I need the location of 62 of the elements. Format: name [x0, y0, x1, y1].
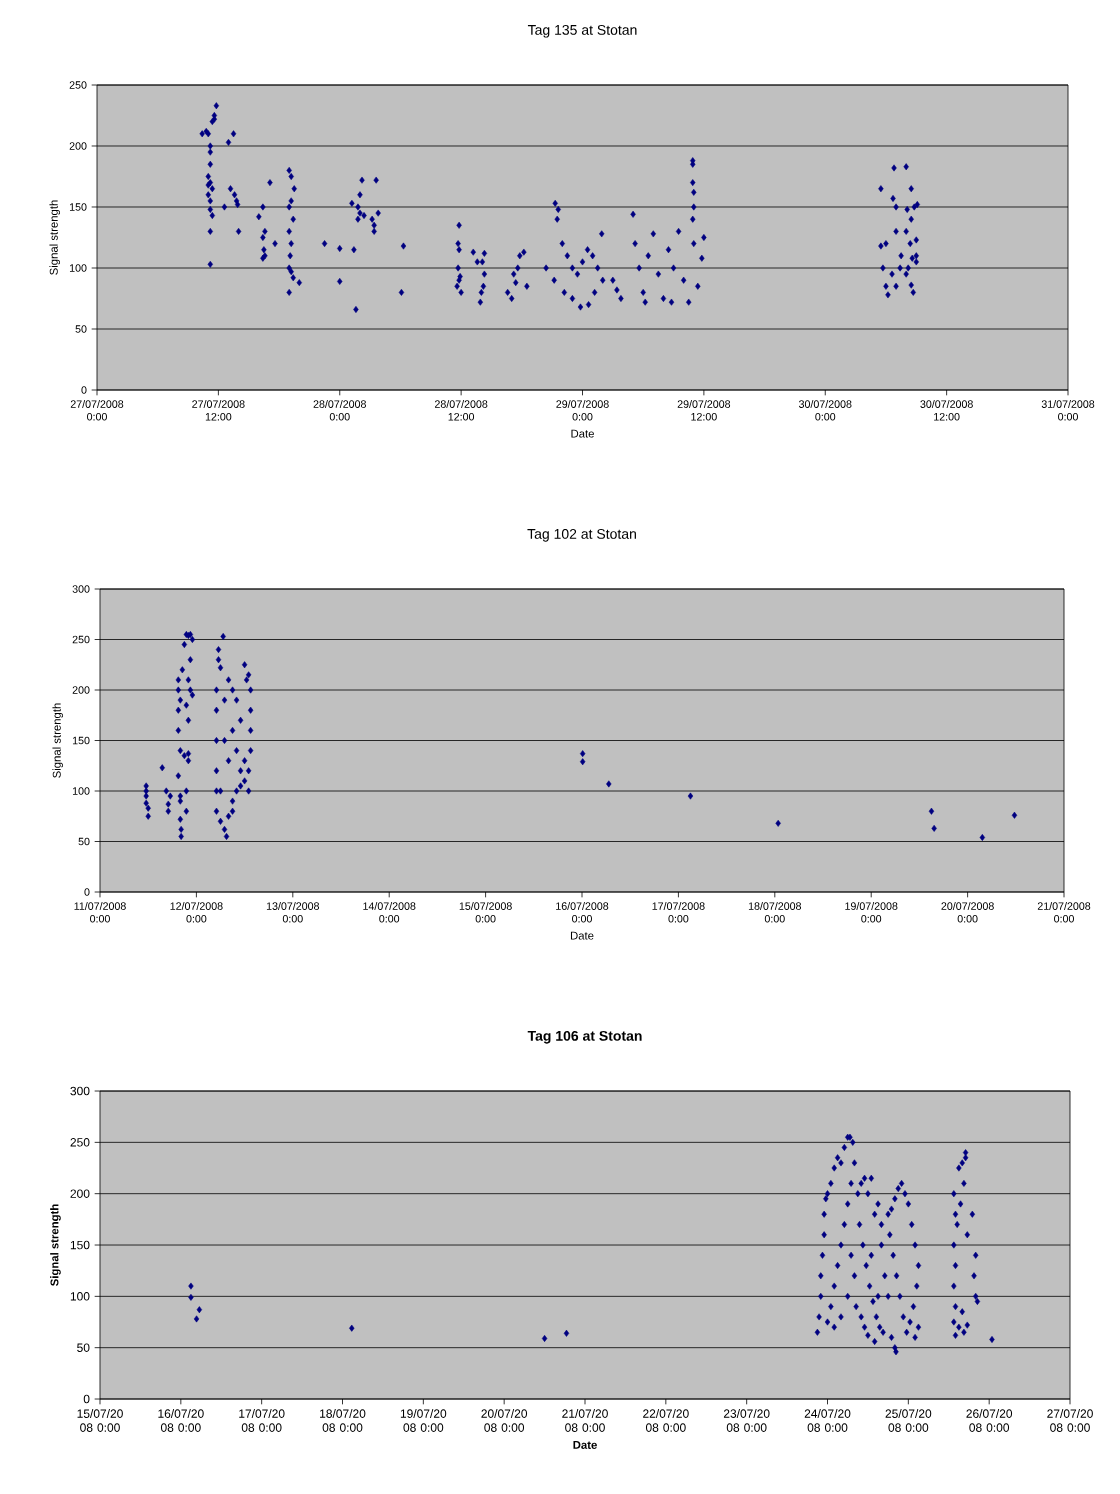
y-tick-label: 0	[84, 888, 90, 896]
y-tick-label: 200	[69, 142, 87, 150]
y-tick-label: 250	[69, 81, 87, 89]
x-tick-label: 15/07/2008 0:00	[459, 902, 512, 923]
x-tick-label: 15/07/20 08 0:00	[77, 1409, 123, 1432]
x-tick-label: 24/07/20 08 0:00	[804, 1409, 851, 1432]
chart-title: Tag 106 at Stotan	[527, 1030, 642, 1044]
x-axis-title: Date	[571, 429, 594, 438]
x-tick-label: 31/07/2008 0:00	[1041, 400, 1095, 421]
x-tick-label: 30/07/2008 12:00	[920, 400, 973, 421]
x-tick-label: 11/07/2008 0:00	[74, 902, 126, 923]
x-tick-label: 29/07/2008 12:00	[677, 400, 731, 421]
y-tick-label: 100	[69, 264, 87, 272]
x-tick-label: 21/07/20 08 0:00	[562, 1409, 608, 1432]
x-tick-label: 29/07/2008 0:00	[556, 400, 609, 421]
x-tick-label: 18/07/20 08 0:00	[320, 1409, 366, 1432]
chart-title: Tag 102 at Stotan	[527, 528, 636, 542]
x-tick-label: 17/07/2008 0:00	[652, 902, 705, 923]
x-tick-label: 20/07/20 08 0:00	[481, 1409, 528, 1432]
x-tick-label: 28/07/2008 0:00	[313, 400, 366, 421]
x-tick-label: 20/07/2008 0:00	[941, 902, 994, 923]
x-tick-label: 16/07/2008 0:00	[556, 902, 609, 923]
chart-title: Tag 135 at Stotan	[527, 24, 637, 38]
y-tick-label: 150	[72, 736, 90, 745]
y-tick-label: 0	[81, 386, 87, 394]
x-tick-label: 18/07/2008 0:00	[748, 902, 802, 923]
x-tick-label: 13/07/2008 0:00	[266, 902, 320, 923]
y-tick-label: 200	[70, 1189, 90, 1198]
x-tick-label: 27/07/2008 12:00	[192, 400, 245, 421]
y-tick-label: 250	[72, 635, 90, 644]
y-tick-label: 0	[83, 1394, 90, 1404]
y-tick-label: 50	[77, 1343, 90, 1352]
x-tick-label: 12/07/2008 0:00	[170, 902, 223, 923]
y-axis-title: Signal strength	[50, 1204, 61, 1286]
x-tick-label: 26/07/20 08 0:00	[966, 1409, 1013, 1432]
y-tick-label: 50	[78, 837, 90, 846]
y-axis-title: Signal strength	[49, 200, 60, 275]
x-axis-title: Date	[573, 1441, 597, 1449]
y-tick-label: 50	[75, 325, 87, 333]
y-axis-title: Signal strength	[52, 703, 63, 778]
x-tick-label: 27/07/2008 0:00	[70, 400, 124, 421]
y-tick-label: 200	[72, 686, 90, 694]
x-tick-label: 23/07/20 08 0:00	[723, 1409, 770, 1432]
x-tick-label: 19/07/2008 0:00	[845, 902, 898, 923]
x-tick-label: 25/07/20 08 0:00	[885, 1409, 932, 1432]
y-tick-label: 150	[69, 203, 87, 211]
x-tick-label: 21/07/2008 0:00	[1037, 902, 1091, 923]
x-tick-label: 30/07/2008 0:00	[798, 400, 852, 421]
x-tick-label: 27/07/20 08 0:00	[1047, 1409, 1093, 1432]
y-tick-label: 300	[70, 1086, 90, 1096]
y-tick-label: 300	[72, 585, 90, 593]
x-tick-label: 14/07/2008 0:00	[363, 902, 416, 923]
x-tick-label: 19/07/20 08 0:00	[400, 1409, 447, 1432]
x-tick-label: 17/07/20 08 0:00	[239, 1409, 285, 1432]
x-axis-title: Date	[570, 931, 594, 940]
y-tick-label: 150	[70, 1240, 90, 1250]
y-tick-label: 250	[70, 1138, 90, 1147]
x-tick-label: 22/07/20 08 0:00	[643, 1409, 689, 1432]
x-tick-label: 16/07/20 08 0:00	[158, 1409, 204, 1432]
x-tick-label: 28/07/2008 12:00	[434, 400, 488, 421]
y-tick-label: 100	[70, 1292, 90, 1301]
y-tick-label: 100	[72, 787, 90, 795]
